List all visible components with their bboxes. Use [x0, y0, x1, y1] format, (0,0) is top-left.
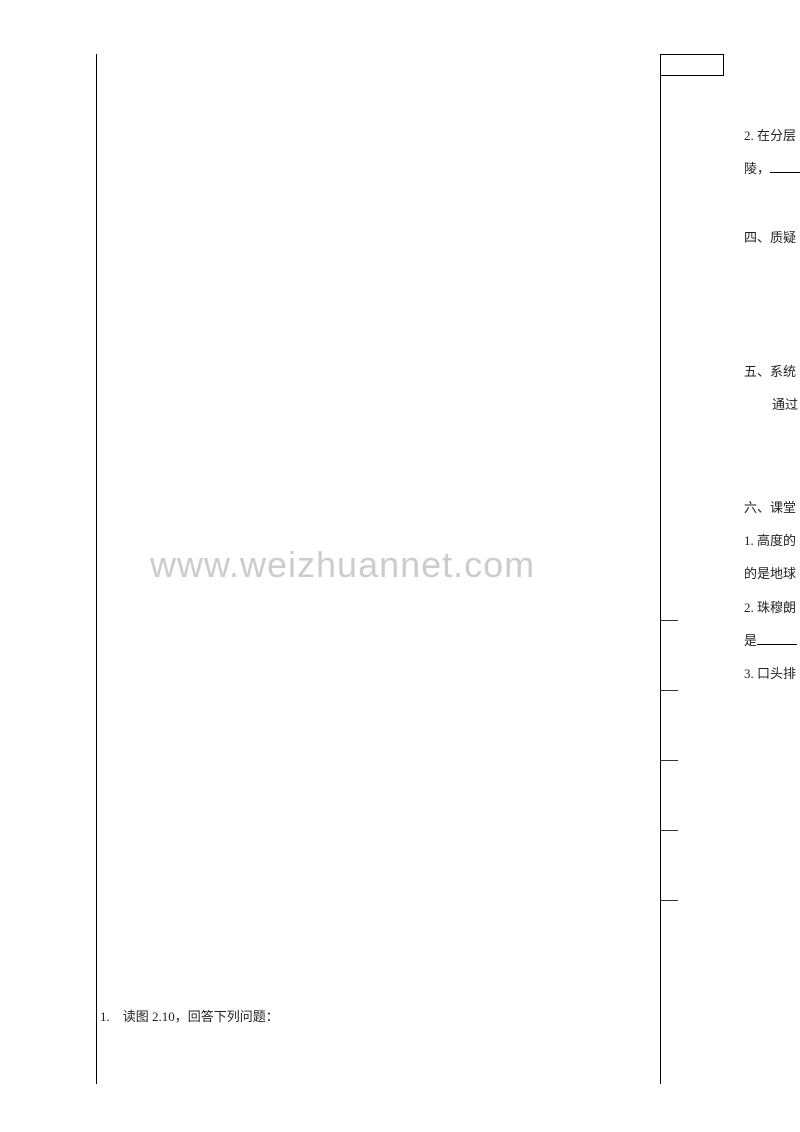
- section-5-heading: 五、系统: [744, 356, 800, 387]
- item-1b: 的是地球: [744, 558, 800, 589]
- right-line-1: 2. 在分层: [744, 120, 800, 151]
- tick-mark: [660, 690, 678, 691]
- item-3: 3. 口头排: [744, 658, 800, 689]
- left-margin-line: [96, 54, 97, 1084]
- section-5-sub: 通过: [744, 389, 800, 420]
- right-column-content: 2. 在分层 陵， 四、质疑 五、系统 通过 六、课堂 1. 高度的 的是地球 …: [744, 120, 800, 691]
- item-1: 1. 高度的: [744, 525, 800, 556]
- tick-mark: [660, 760, 678, 761]
- top-right-box: [660, 54, 724, 76]
- document-page: www.weizhuannet.com 2. 在分层 陵， 四、质疑 五、系统 …: [0, 0, 800, 1132]
- item-2: 2. 珠穆朗: [744, 592, 800, 623]
- section-4-heading: 四、质疑: [744, 222, 800, 253]
- section-6-heading: 六、课堂: [744, 492, 800, 523]
- right-line-2: 陵，: [744, 153, 800, 184]
- tick-mark: [660, 830, 678, 831]
- tick-mark: [660, 620, 678, 621]
- watermark-text: www.weizhuannet.com: [150, 544, 535, 586]
- tick-mark: [660, 900, 678, 901]
- item-2b: 是: [744, 625, 800, 656]
- right-margin-line: [660, 54, 661, 1084]
- bottom-question: 1. 读图 2.10，回答下列问题：: [100, 1006, 279, 1025]
